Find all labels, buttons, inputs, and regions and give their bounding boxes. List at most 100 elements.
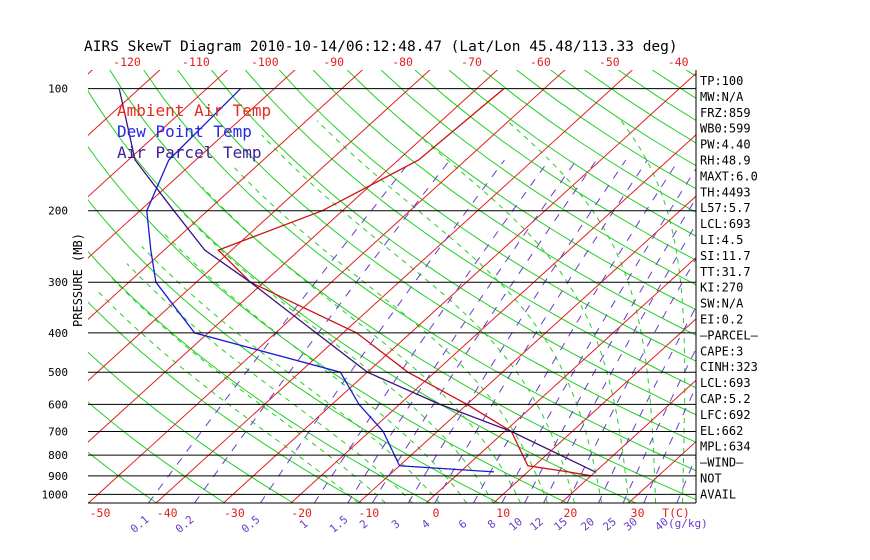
bottom-temperature-tick: -30 (224, 506, 245, 520)
dry-adiabat-line (754, 70, 870, 503)
top-temperature-tick: -70 (461, 55, 482, 69)
index-text: WB0:599 (700, 122, 751, 136)
index-text: —WIND— (700, 456, 744, 470)
pressure-tick-label: 900 (48, 470, 68, 483)
index-text: L57:5.7 (700, 201, 751, 215)
mixing-ratio-line (347, 159, 577, 503)
isotherm-line (493, 318, 696, 503)
moist-adiabat-line (161, 231, 467, 503)
bottom-temperature-tick: 20 (563, 506, 577, 520)
dry-adiabat-line (822, 70, 870, 503)
mixing-ratio-label: 4 (419, 517, 433, 531)
isotherm-line (155, 70, 634, 503)
moist-adiabat-line (232, 165, 548, 503)
index-text: NOT (700, 472, 722, 486)
index-text: LFC:692 (700, 408, 751, 422)
isotherm-line (88, 70, 161, 136)
top-temperature-tick: -110 (182, 55, 210, 69)
index-text: CINH:323 (700, 360, 758, 374)
dry-adiabat-line (380, 70, 696, 286)
y-axis-label: PRESSURE (MB) (71, 233, 85, 327)
pressure-tick-label: 600 (48, 398, 68, 411)
bottom-temperature-tick: 10 (496, 506, 510, 520)
dry-adiabat-line (346, 70, 696, 311)
isotherm-line (0, 60, 36, 503)
moist-adiabat-line (401, 120, 629, 503)
chart-title: AIRS SkewT Diagram 2010-10-14/06:12:48.4… (84, 39, 678, 55)
mixing-ratio-label: 0.1 (128, 513, 152, 536)
index-text: RH:48.9 (700, 154, 751, 168)
legend-item: Ambient Air Temp (117, 101, 271, 120)
index-text: TH:4493 (700, 185, 751, 199)
isotherm-line (425, 256, 696, 503)
mixing-ratio-label: 20 (578, 515, 597, 533)
bottom-axis-unit-label: T(C) (662, 506, 690, 520)
index-text: MPL:634 (700, 440, 751, 454)
legend: Ambient Air Temp Dew Point Temp Air Parcel… (117, 101, 271, 162)
moist-adiabat-line (141, 246, 440, 503)
dry-adiabat-line (211, 70, 696, 416)
isotherm-line (88, 70, 566, 503)
bottom-temperature-tick: -10 (358, 506, 379, 520)
isotherm-line (88, 70, 229, 198)
isotherm-line (831, 60, 870, 503)
isotherm-line (290, 134, 696, 503)
bottom-temperature-tick: -50 (90, 506, 111, 520)
pressure-tick-label: 200 (48, 205, 68, 218)
pressure-tick-label: 800 (48, 449, 68, 462)
dry-adiabat-line (88, 145, 568, 503)
mixing-ratio-line (259, 159, 505, 503)
mixing-ratio-label: 1.5 (327, 513, 351, 536)
index-text: LCL:693 (700, 376, 751, 390)
legend-item: Air Parcel Temp (117, 143, 262, 162)
dry-adiabat-line (245, 70, 696, 389)
isotherm-line (88, 70, 296, 259)
mixing-ratio-label: 6 (456, 517, 469, 531)
index-text: AVAIL (700, 487, 736, 501)
pressure-tick-label: 400 (48, 327, 68, 340)
pressure-tick-label: 500 (48, 366, 68, 379)
index-text: PW:4.40 (700, 138, 751, 152)
pressure-tick-label: 300 (48, 276, 68, 289)
index-text: CAPE:3 (700, 344, 743, 358)
moist-adiabat-line (180, 210, 494, 503)
pressure-tick-label: 1000 (42, 488, 69, 501)
index-text: FRZ:859 (700, 106, 751, 120)
dry-adiabat-line (312, 70, 696, 336)
index-text: LCL:693 (700, 217, 751, 231)
isotherm-line (88, 70, 431, 382)
dry-adiabat-line (88, 250, 431, 503)
dry-adiabat-line (788, 70, 870, 503)
ambient-air-temp-line (217, 88, 592, 477)
index-text: KI:270 (700, 281, 743, 295)
index-text: MW:N/A (700, 90, 744, 104)
mixing-ratio-label: 3 (389, 517, 402, 531)
isotherm-line (88, 70, 364, 321)
dry-adiabat-line (88, 401, 226, 503)
top-temperature-tick: -40 (668, 55, 689, 69)
dry-adiabat-line (482, 70, 696, 213)
index-text: EI:0.2 (700, 313, 743, 327)
top-temperature-tick: -80 (392, 55, 413, 69)
mixing-ratio-line (313, 159, 550, 503)
legend-item: Dew Point Temp (117, 122, 252, 141)
dry-adiabat-line (88, 199, 500, 503)
moist-adiabat-line (202, 186, 521, 503)
isotherm-line (223, 72, 696, 503)
dry-adiabat-line (0, 70, 20, 503)
index-text: —PARCEL— (700, 328, 759, 342)
pressure-tick-label: 700 (48, 426, 68, 439)
dry-adiabat-line (143, 70, 696, 472)
index-text: CAP:5.2 (700, 392, 751, 406)
index-text: LI:4.5 (700, 233, 743, 247)
mixing-ratio-unit-label: (g/kg) (668, 517, 708, 530)
index-text: TT:31.7 (700, 265, 751, 279)
index-text: TP:100 (700, 74, 743, 88)
mixing-ratio-label: 25 (600, 515, 619, 533)
moist-adiabat-line (109, 275, 386, 503)
dry-adiabat-line (278, 70, 696, 362)
top-temperature-tick: -50 (599, 55, 620, 69)
bottom-temperature-tick: 30 (631, 506, 645, 520)
top-temperature-tick: -120 (113, 55, 141, 69)
